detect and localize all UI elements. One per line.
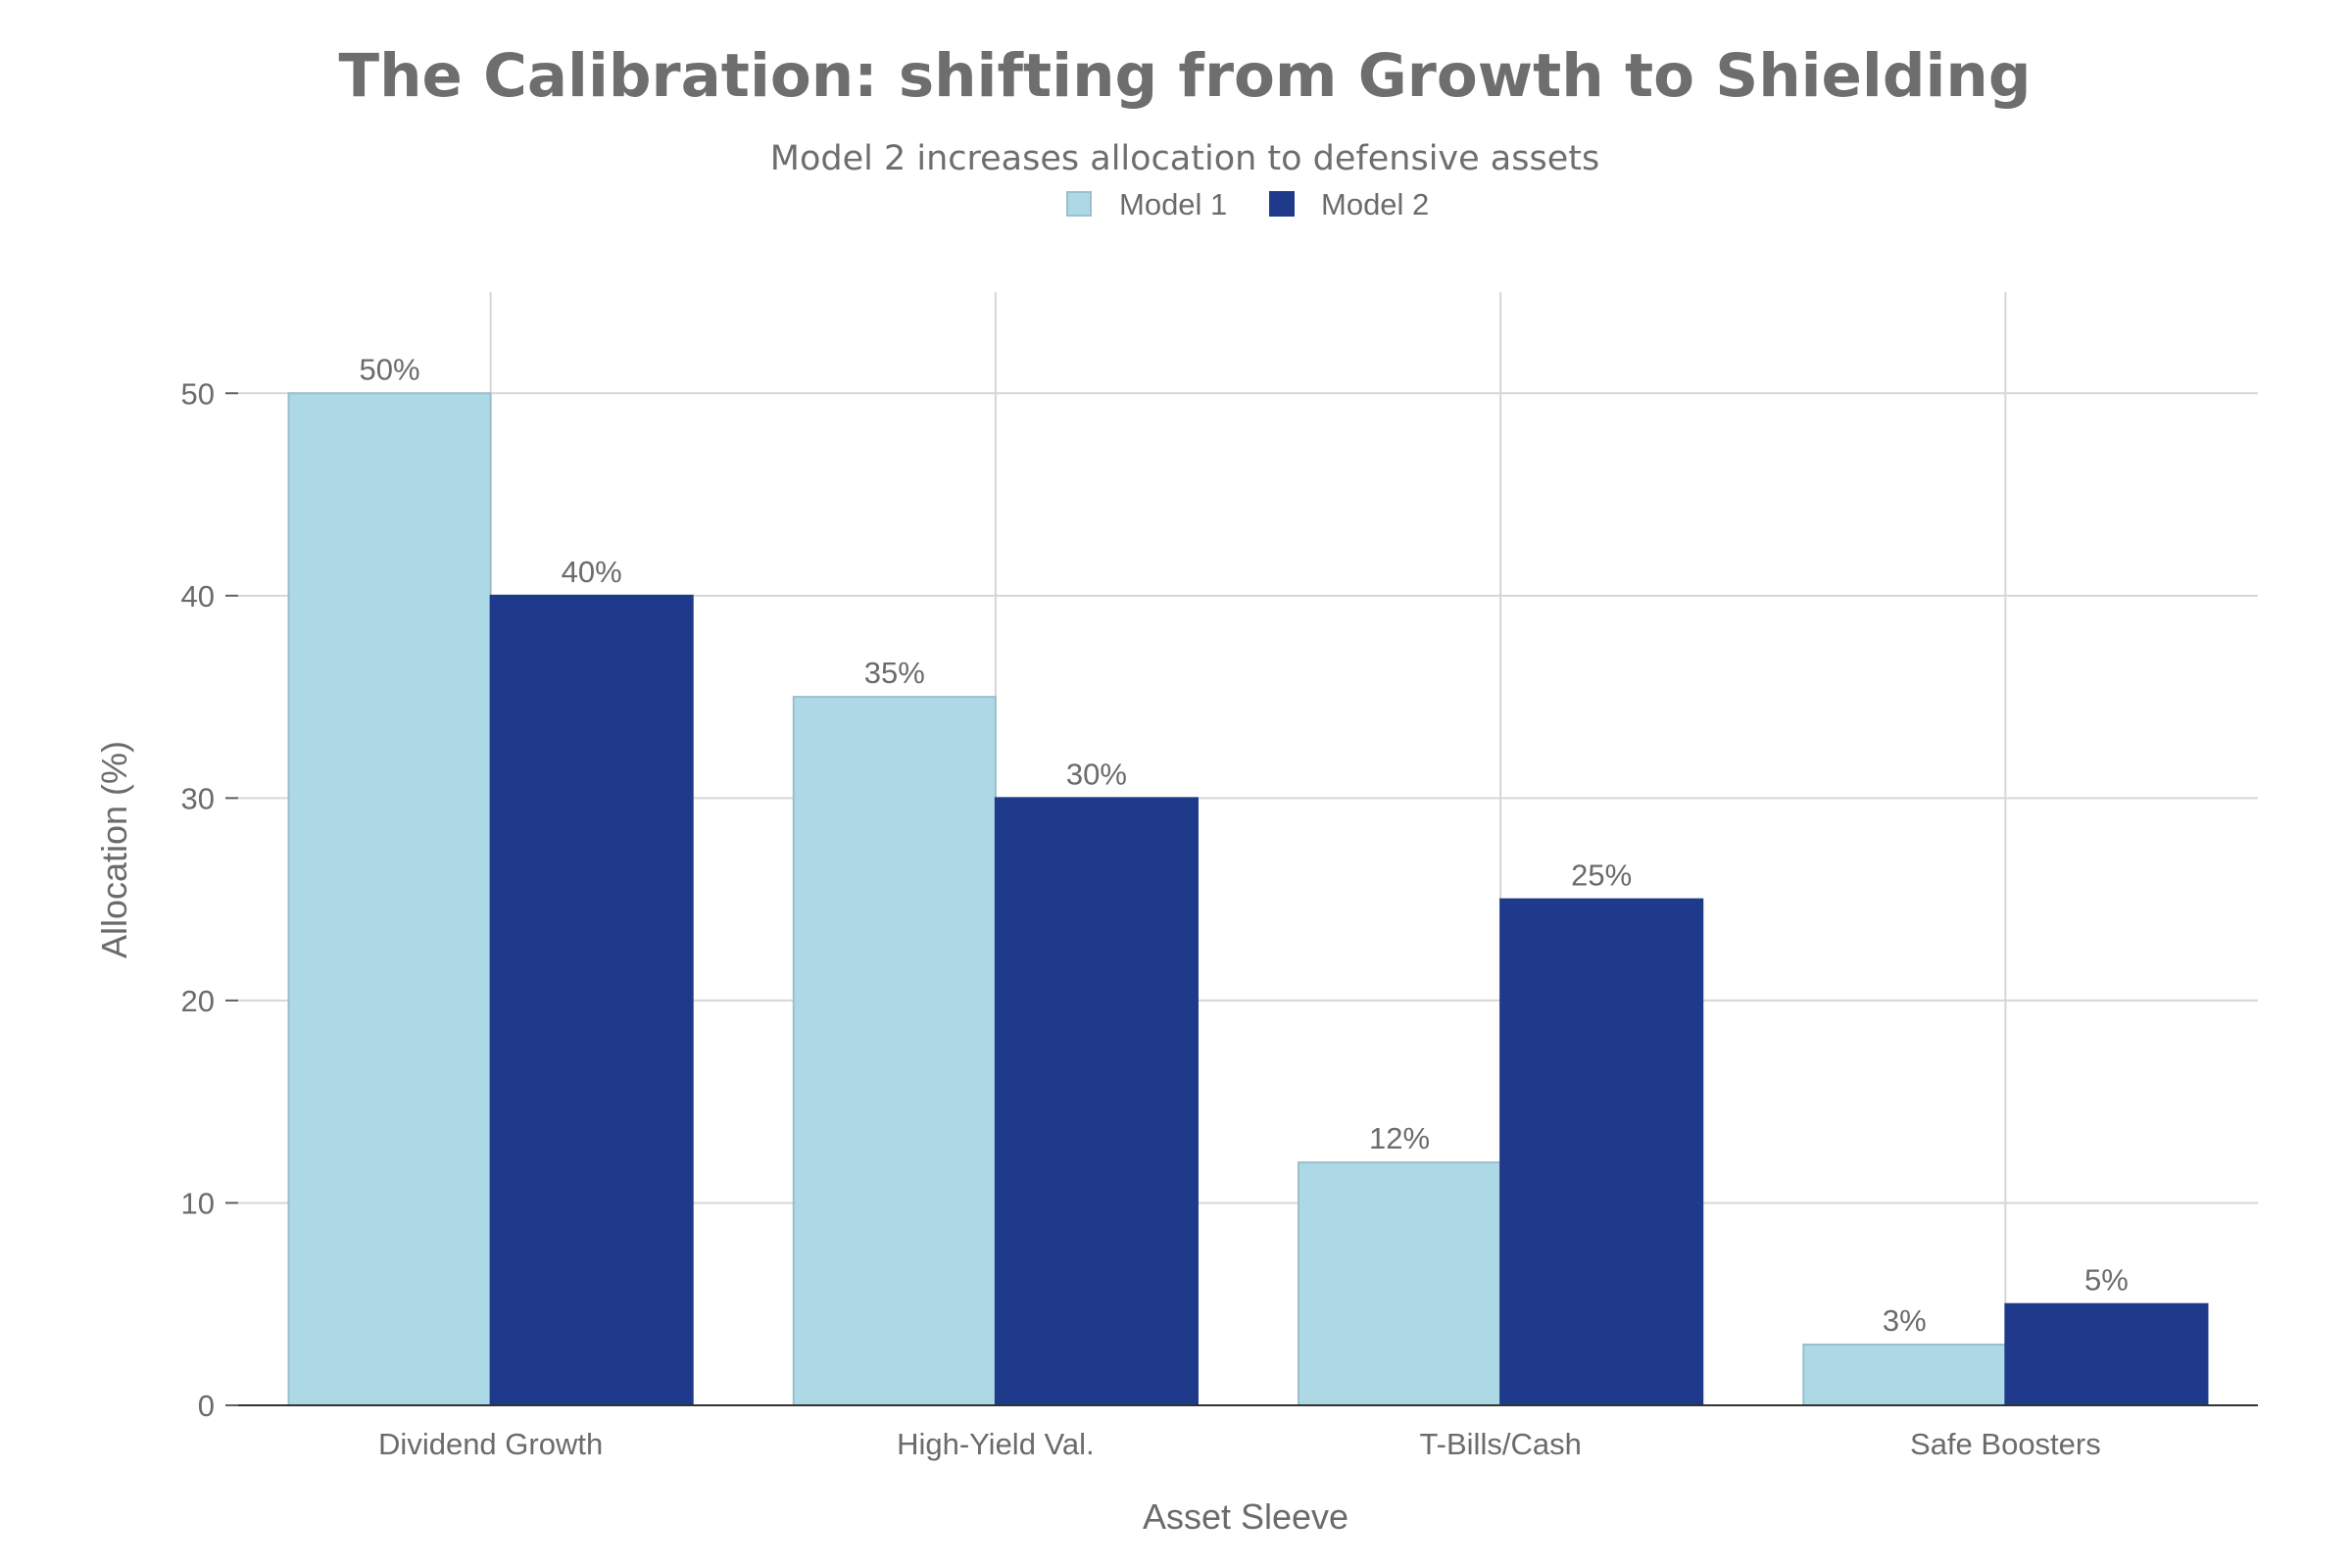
y-tick-label: 0: [198, 1389, 215, 1423]
data-label-model-2: 40%: [562, 555, 622, 589]
axes: 0 10 20 30 40 50 Dividend Growth High-Yield Val…: [181, 376, 2258, 1461]
x-tick-label: Safe Boosters: [1910, 1427, 2101, 1461]
bar-model-1: [287, 392, 492, 1407]
legend-swatch-model-2: [1269, 191, 1295, 217]
legend-label-model-2: Model 2: [1321, 187, 1429, 221]
legend: Model 1 Model 2: [1066, 187, 1429, 221]
y-tick-label: 40: [181, 579, 215, 613]
x-tick-label: T-Bills/Cash: [1419, 1427, 1581, 1461]
bar-model-2: [1499, 898, 1704, 1406]
data-label-model-1: 35%: [864, 656, 925, 690]
x-axis-label: Asset Sleeve: [1143, 1496, 1348, 1537]
bar-model-2: [489, 594, 694, 1406]
y-tick-label: 50: [181, 376, 215, 411]
y-tick-label: 10: [181, 1186, 215, 1220]
chart-subtitle: Model 2 increases allocation to defensiv…: [770, 139, 1599, 178]
chart-title: The Calibration: shifting from Growth to…: [338, 41, 2031, 111]
data-labels: 50% 35% 12% 3% 40% 30% 25% 5%: [360, 352, 2129, 1338]
data-label-model-2: 25%: [1571, 858, 1632, 893]
x-tick-label: High-Yield Val.: [897, 1427, 1095, 1461]
y-axis-label: Allocation (%): [94, 741, 134, 958]
data-label-model-2: 30%: [1066, 757, 1127, 791]
bar-model-2: [994, 797, 1199, 1406]
bar-model-2: [2004, 1302, 2209, 1407]
y-tick-label: 30: [181, 781, 215, 815]
legend-swatch-model-1: [1066, 191, 1092, 217]
bar-model-1: [1802, 1344, 2007, 1407]
data-label-model-1: 3%: [1883, 1303, 1927, 1338]
data-label-model-2: 5%: [2084, 1263, 2129, 1298]
bar-model-1: [1298, 1161, 1502, 1407]
data-label-model-1: 50%: [360, 352, 420, 386]
data-label-model-1: 12%: [1369, 1121, 1430, 1155]
bars: [287, 392, 2209, 1407]
bar-model-1: [792, 696, 997, 1406]
x-tick-label: Dividend Growth: [378, 1427, 603, 1461]
y-tick-label: 20: [181, 984, 215, 1018]
legend-label-model-1: Model 1: [1119, 187, 1227, 221]
